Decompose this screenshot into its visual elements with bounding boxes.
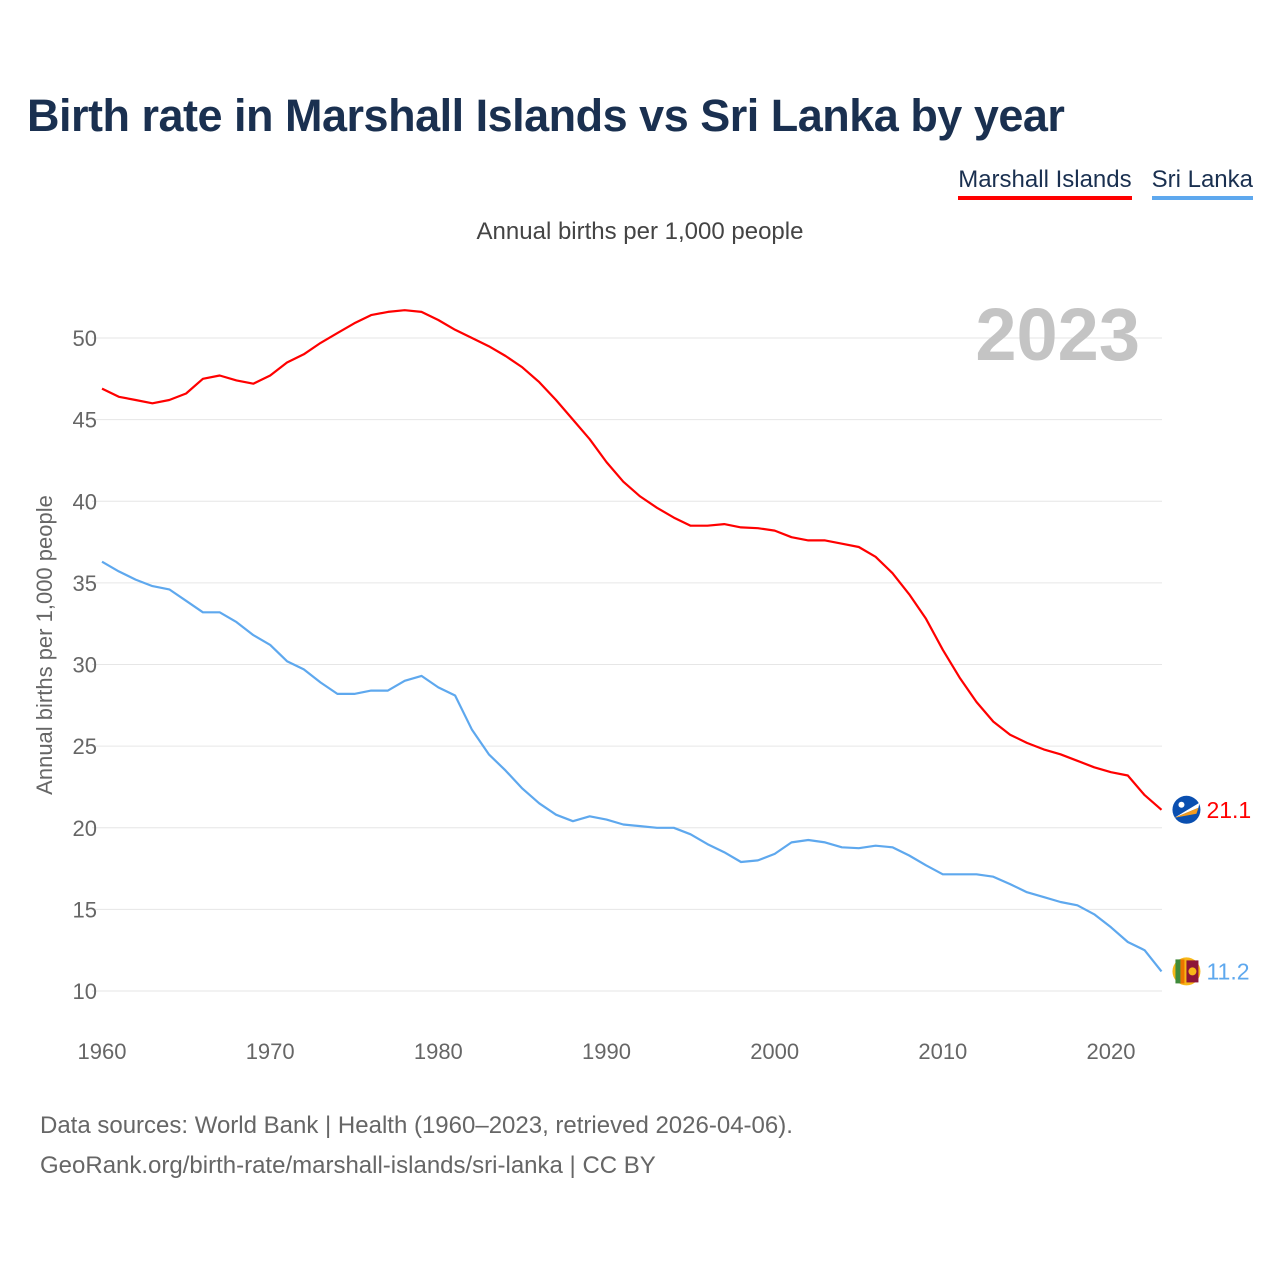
end-value-label: 21.1 (1206, 797, 1251, 823)
legend-item-marshall-islands[interactable]: Marshall Islands (958, 166, 1132, 200)
marshall-islands-flag-icon (1172, 795, 1201, 824)
y-axis-label: Annual births per 1,000 people (32, 495, 57, 795)
y-tick-label: 15 (73, 897, 97, 922)
chart-subtitle: Annual births per 1,000 people (476, 218, 804, 245)
y-tick-label: 40 (73, 489, 97, 514)
end-value-label: 11.2 (1206, 958, 1249, 984)
sri-lanka-flag-icon (1172, 957, 1201, 986)
series-line-sri-lanka (101, 560, 1163, 973)
url-text[interactable]: GeoRank.org/birth-rate/marshall-islands/… (40, 1152, 656, 1179)
y-tick-label: 35 (73, 571, 97, 596)
x-tick-label: 1960 (78, 1039, 127, 1064)
chart-title: Birth rate in Marshall Islands vs Sri La… (27, 90, 1065, 141)
y-tick-label: 30 (73, 653, 97, 678)
legend-item-sri-lanka[interactable]: Sri Lanka (1151, 166, 1253, 200)
x-tick-label: 2010 (918, 1039, 967, 1064)
x-tick-label: 2020 (1087, 1039, 1136, 1064)
y-tick-label: 20 (73, 816, 97, 841)
x-tick-label: 1990 (582, 1039, 631, 1064)
source-text: Data sources: World Bank | Health (1960–… (40, 1112, 793, 1139)
x-tick-label: 2000 (750, 1039, 799, 1064)
y-tick-label: 10 (73, 979, 97, 1004)
legend: Marshall Islands Sri Lanka (958, 166, 1253, 200)
footer: Data sources: World Bank | Health (1960–… (40, 1106, 793, 1186)
year-watermark: 2023 (975, 293, 1140, 376)
series-line-marshall-islands (101, 309, 1163, 811)
x-tick-label: 1980 (414, 1039, 463, 1064)
y-tick-label: 45 (73, 408, 97, 433)
y-tick-label: 50 (73, 326, 97, 351)
x-tick-label: 1970 (246, 1039, 295, 1064)
y-tick-label: 25 (73, 734, 97, 759)
